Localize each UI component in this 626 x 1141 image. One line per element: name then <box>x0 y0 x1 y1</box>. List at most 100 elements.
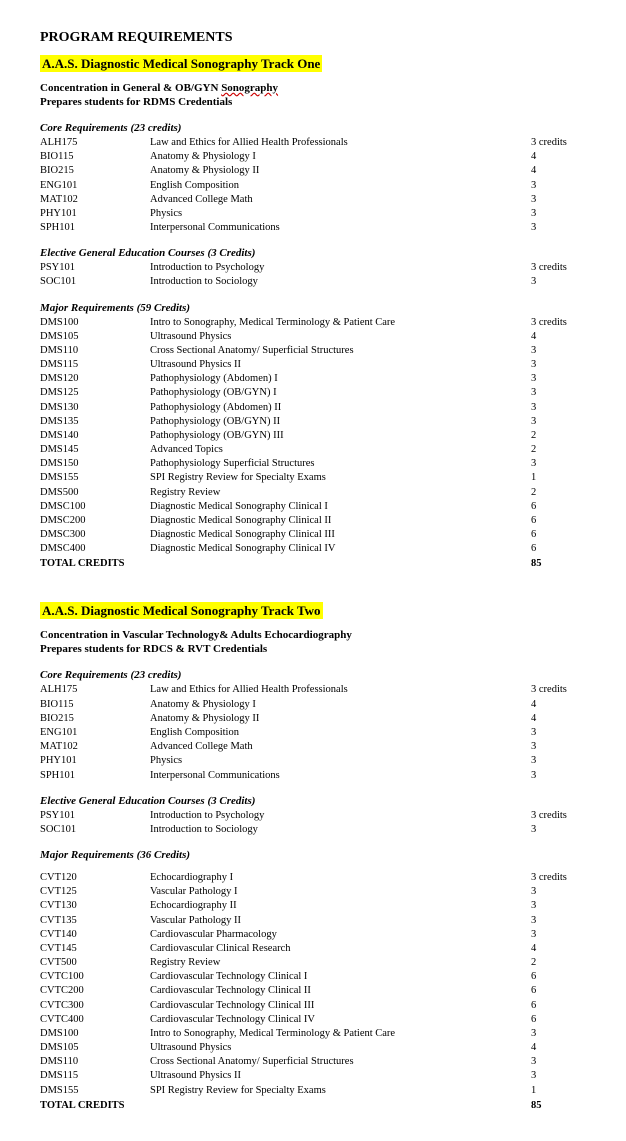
course-credits: 3 <box>531 401 586 415</box>
course-code: SOC101 <box>40 823 150 837</box>
course-code: DMS155 <box>40 471 150 485</box>
course-name: Pathophysiology (Abdomen) II <box>150 401 531 415</box>
section-header: Major Requirements (59 Credits) <box>40 302 586 314</box>
section-header: Elective General Education Courses (3 Cr… <box>40 795 586 807</box>
course-code: CVT145 <box>40 942 150 956</box>
course-code: BIO115 <box>40 698 150 712</box>
course-credits: 3 <box>531 754 586 768</box>
course-row: SOC101Introduction to Sociology3 <box>40 275 586 289</box>
course-name: Diagnostic Medical Sonography Clinical I <box>150 500 531 514</box>
concentration-prefix: Concentration in Vascular Technology& Ad… <box>40 629 352 641</box>
course-row: DMS105Ultrasound Physics4 <box>40 1041 586 1055</box>
course-row: CVT130Echocardiography II3 <box>40 899 586 913</box>
course-code: DMS115 <box>40 1069 150 1083</box>
course-credits: 3 credits <box>531 136 586 150</box>
course-name: English Composition <box>150 726 531 740</box>
course-row: MAT102Advanced College Math3 <box>40 740 586 754</box>
course-credits: 6 <box>531 514 586 528</box>
course-code: SOC101 <box>40 275 150 289</box>
course-code: DMS105 <box>40 1041 150 1055</box>
course-name: Ultrasound Physics II <box>150 1069 531 1083</box>
course-row: CVT125Vascular Pathology I3 <box>40 885 586 899</box>
course-row: DMS115Ultrasound Physics II3 <box>40 1069 586 1083</box>
course-row: DMSC300Diagnostic Medical Sonography Cli… <box>40 528 586 542</box>
concentration-prefix: Concentration in General & OB/GYN <box>40 82 221 94</box>
course-row: DMS130Pathophysiology (Abdomen) II3 <box>40 401 586 415</box>
course-name: Anatomy & Physiology II <box>150 712 531 726</box>
course-code: DMSC400 <box>40 542 150 556</box>
course-credits: 3 <box>531 358 586 372</box>
course-name: Introduction to Sociology <box>150 823 531 837</box>
course-code: CVT125 <box>40 885 150 899</box>
course-row: CVTC400Cardiovascular Technology Clinica… <box>40 1013 586 1027</box>
total-label: TOTAL CREDITS <box>40 558 150 569</box>
course-name: SPI Registry Review for Specialty Exams <box>150 1084 531 1098</box>
course-code: DMSC200 <box>40 514 150 528</box>
course-name: Pathophysiology (Abdomen) I <box>150 372 531 386</box>
course-code: PSY101 <box>40 261 150 275</box>
total-spacer <box>150 558 531 569</box>
course-credits: 6 <box>531 999 586 1013</box>
course-row: ENG101English Composition3 <box>40 179 586 193</box>
course-code: PSY101 <box>40 809 150 823</box>
course-name: Diagnostic Medical Sonography Clinical I… <box>150 542 531 556</box>
course-row: SOC101Introduction to Sociology3 <box>40 823 586 837</box>
course-name: Cardiovascular Technology Clinical III <box>150 999 531 1013</box>
track-title: A.A.S. Diagnostic Medical Sonography Tra… <box>40 602 323 619</box>
total-row: TOTAL CREDITS85 <box>40 558 586 569</box>
course-row: DMS110Cross Sectional Anatomy/ Superfici… <box>40 1055 586 1069</box>
course-code: CVT130 <box>40 899 150 913</box>
course-row: DMS110Cross Sectional Anatomy/ Superfici… <box>40 344 586 358</box>
course-row: SPH101Interpersonal Communications3 <box>40 769 586 783</box>
course-row: CVT500Registry Review2 <box>40 956 586 970</box>
course-row: DMS115Ultrasound Physics II3 <box>40 358 586 372</box>
course-code: DMS155 <box>40 1084 150 1098</box>
course-row: DMS135Pathophysiology (OB/GYN) II3 <box>40 415 586 429</box>
course-code: DMS135 <box>40 415 150 429</box>
course-name: Physics <box>150 207 531 221</box>
course-row: DMS145Advanced Topics2 <box>40 443 586 457</box>
course-code: DMS145 <box>40 443 150 457</box>
course-name: Advanced College Math <box>150 740 531 754</box>
course-row: DMS105Ultrasound Physics4 <box>40 330 586 344</box>
section-header: Major Requirements (36 Credits) <box>40 849 586 861</box>
course-name: Vascular Pathology II <box>150 914 531 928</box>
course-credits: 2 <box>531 443 586 457</box>
course-credits: 3 <box>531 740 586 754</box>
course-name: Ultrasound Physics <box>150 330 531 344</box>
course-code: MAT102 <box>40 193 150 207</box>
course-credits: 3 <box>531 386 586 400</box>
section-header: Core Requirements (23 credits) <box>40 122 586 134</box>
course-credits: 3 <box>531 1055 586 1069</box>
total-spacer <box>150 1100 531 1111</box>
course-row: DMSC200Diagnostic Medical Sonography Cli… <box>40 514 586 528</box>
course-name: Registry Review <box>150 486 531 500</box>
course-credits: 6 <box>531 542 586 556</box>
course-name: Cross Sectional Anatomy/ Superficial Str… <box>150 1055 531 1069</box>
course-row: DMSC100Diagnostic Medical Sonography Cli… <box>40 500 586 514</box>
course-credits: 3 credits <box>531 316 586 330</box>
course-credits: 3 <box>531 207 586 221</box>
course-name: Pathophysiology (OB/GYN) II <box>150 415 531 429</box>
course-name: Cardiovascular Technology Clinical I <box>150 970 531 984</box>
course-credits: 2 <box>531 429 586 443</box>
course-row: DMS140Pathophysiology (OB/GYN) III2 <box>40 429 586 443</box>
course-credits: 3 <box>531 823 586 837</box>
course-credits: 3 <box>531 221 586 235</box>
course-code: DMS110 <box>40 344 150 358</box>
course-credits: 3 <box>531 415 586 429</box>
course-credits: 3 credits <box>531 261 586 275</box>
course-code: BIO215 <box>40 712 150 726</box>
course-credits: 3 <box>531 1027 586 1041</box>
course-code: ENG101 <box>40 179 150 193</box>
course-code: SPH101 <box>40 769 150 783</box>
course-row: DMS150Pathophysiology Superficial Struct… <box>40 457 586 471</box>
course-code: DMS100 <box>40 316 150 330</box>
course-code: PHY101 <box>40 754 150 768</box>
total-row: TOTAL CREDITS85 <box>40 1100 586 1111</box>
course-name: Anatomy & Physiology I <box>150 698 531 712</box>
course-credits: 6 <box>531 1013 586 1027</box>
course-row: CVT135Vascular Pathology II3 <box>40 914 586 928</box>
course-row: DMSC400Diagnostic Medical Sonography Cli… <box>40 542 586 556</box>
course-code: DMS110 <box>40 1055 150 1069</box>
